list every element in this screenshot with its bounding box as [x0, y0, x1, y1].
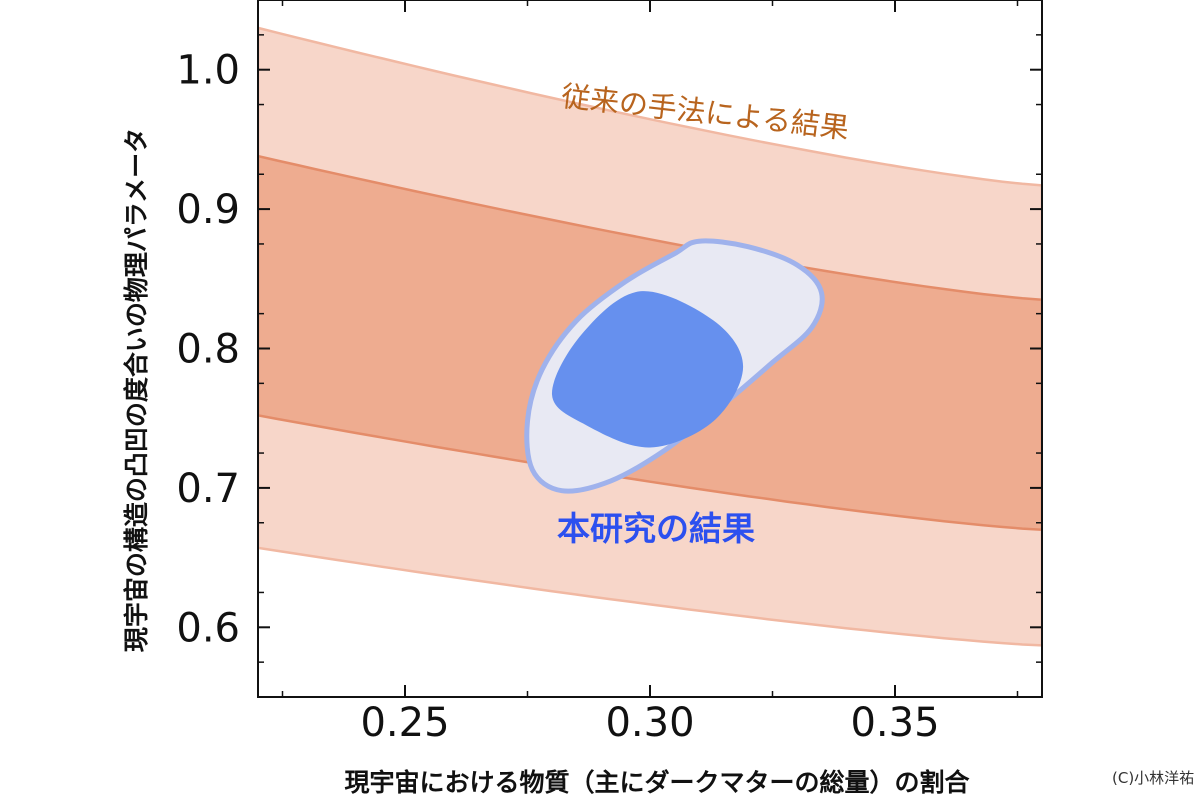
y-tick-label: 0.7: [176, 466, 240, 512]
y-tick-label: 1.0: [176, 48, 240, 94]
y-tick-label: 0.8: [176, 327, 240, 373]
x-tick-label: 0.25: [360, 700, 449, 746]
x-tick-label: 0.35: [850, 700, 939, 746]
annotation-this-study: 本研究の結果: [557, 509, 755, 548]
credit: (C)小林洋祐: [1112, 769, 1194, 787]
x-axis-label: 現宇宙における物質（主にダークマターの総量）の割合: [344, 768, 970, 797]
y-tick-label: 0.9: [176, 187, 240, 233]
x-tick-label: 0.30: [605, 700, 694, 746]
y-axis-label: 現宇宙の構造の凸凹の度合いの物理パラメータ: [122, 128, 151, 652]
plot-area: [258, 26, 1042, 647]
y-tick-label: 0.6: [176, 605, 240, 651]
axes: 0.25 0.30 0.35 0.6 0.7 0.8 0.9 1.0: [176, 0, 1042, 746]
contour-1-sigma-this-study: [551, 291, 744, 448]
